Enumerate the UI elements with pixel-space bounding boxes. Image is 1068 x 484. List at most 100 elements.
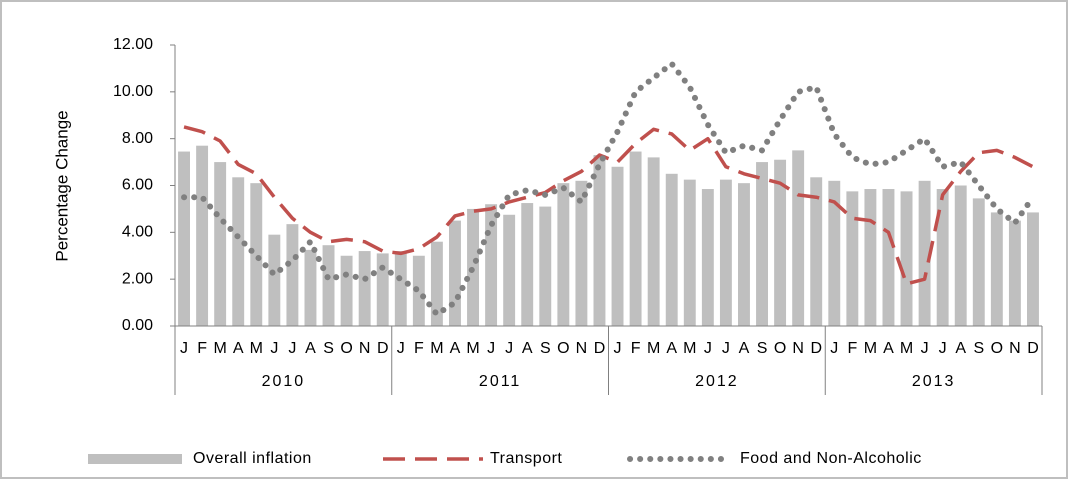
bar [340,255,353,326]
bar [954,185,967,326]
x-tick-label: A [739,340,750,357]
bar [394,251,407,326]
bar [810,177,823,326]
x-tick-label: N [792,340,804,357]
legend-label: Food and Non-Alcoholic [740,450,922,467]
x-tick-label: N [359,340,371,357]
bar [990,212,1003,326]
x-tick-label: D [1027,340,1039,357]
x-tick-label: M [647,340,660,357]
x-tick-label: M [213,340,226,357]
x-tick-label: A [883,340,894,357]
x-tick-label: J [270,340,278,357]
x-tick-label: O [774,340,786,357]
bar [196,145,209,326]
group-label: 2013 [912,373,956,390]
bar [900,191,913,326]
bar [304,249,317,326]
x-tick-label: M [250,340,263,357]
bar [611,166,624,326]
x-tick-label: M [430,340,443,357]
y-tick-label: 8.00 [122,130,153,147]
x-tick-label: J [921,340,929,357]
bar [449,220,461,326]
bar [322,245,335,326]
x-tick-label: M [466,340,479,357]
bar [593,155,606,326]
bar [521,203,534,326]
x-tick-label: N [1009,340,1021,357]
bar [412,255,425,326]
x-tick-label: J [704,340,712,357]
group-label: 2012 [695,373,739,390]
legend-swatch [88,454,182,464]
bar [882,189,895,326]
bar [286,224,299,326]
x-tick-label: F [414,340,424,357]
bar [647,157,660,326]
x-tick-label: F [197,340,207,357]
bar [358,251,371,326]
legend-label: Overall inflation [193,450,312,467]
x-tick-label: J [505,340,513,357]
x-tick-label: S [323,340,334,357]
x-tick-label: A [522,340,533,357]
x-tick-label: J [487,340,495,357]
bar [918,180,931,326]
bar [719,179,732,326]
bar [503,214,516,326]
x-tick-label: A [233,340,244,357]
bar [683,179,696,326]
bar [1008,220,1021,326]
x-tick-label: O [340,340,352,357]
bar [376,253,389,326]
bar [629,151,642,326]
bar [864,189,877,326]
legend-label: Transport [490,450,562,467]
line-series [183,125,1034,286]
y-axis-label: Percentage Change [52,110,71,261]
bar [665,173,678,326]
bar [232,177,245,326]
group-label: 2011 [479,373,521,390]
y-tick-label: 2.00 [122,270,153,287]
x-tick-label: M [900,340,913,357]
x-tick-label: F [631,340,641,357]
x-tick-label: M [683,340,696,357]
bar [756,162,768,326]
line-series [181,60,1036,318]
x-tick-label: J [614,340,622,357]
x-tick-label: F [847,340,857,357]
x-tick-label: S [973,340,984,357]
bar [214,162,227,326]
bar [485,204,498,326]
bar [268,234,281,326]
x-tick-label: D [594,340,606,357]
x-tick-label: D [377,340,389,357]
bar [250,183,263,326]
x-tick-label: O [991,340,1003,357]
x-tick-label: O [557,340,569,357]
y-tick-label: 0.00 [122,317,153,334]
x-tick-label: S [757,340,768,357]
bar [936,189,949,326]
x-tick-label: J [397,340,405,357]
bar [774,159,787,326]
x-tick-label: A [305,340,316,357]
bar [539,206,552,326]
x-tick-label: A [450,340,461,357]
bar [828,180,841,326]
x-tick-label: J [830,340,838,357]
x-tick-label: S [540,340,551,357]
bar [972,198,985,326]
bar [738,183,750,326]
x-tick-label: N [576,340,588,357]
y-tick-label: 6.00 [122,177,153,194]
bar [1027,212,1039,326]
bar [792,150,805,326]
bar [557,183,570,326]
x-tick-label: A [666,340,677,357]
y-tick-label: 10.00 [113,83,153,100]
y-tick-label: 12.00 [113,36,153,53]
